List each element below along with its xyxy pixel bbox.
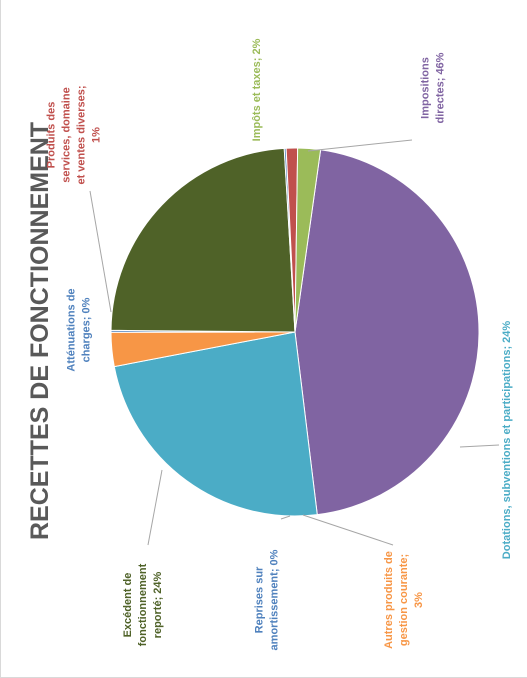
- leader-lines: [89, 139, 500, 546]
- slice-label-line: Autres produits de: [383, 551, 395, 649]
- slice-label-line: services, domaine: [61, 87, 73, 182]
- slice-label-line: amortissement; 0%: [269, 549, 281, 650]
- leader-line: [280, 515, 291, 520]
- slice-label-line: reporté; 24%: [152, 571, 164, 638]
- slice-label-line: charges; 0%: [81, 297, 93, 362]
- slice-label-line: fonctionnement: [137, 563, 149, 646]
- slice-label-line: directes; 46%: [435, 52, 447, 123]
- slice-label-line: Produits des: [46, 102, 58, 169]
- slice-label: Produits des services, domaine et ventes d…: [46, 85, 103, 184]
- leader-line: [89, 190, 112, 313]
- chart-title: RECETTES DE FONCTIONNEMENT: [26, 122, 54, 540]
- leader-line: [302, 514, 394, 546]
- slice-label: Dotations, subventions et participations…: [501, 321, 513, 560]
- slice-label-line: Reprises sur: [254, 566, 266, 633]
- slice-label: Impôts et taxes; 2%: [251, 38, 263, 141]
- pie-slice: [110, 147, 296, 333]
- slice-label: Impositions directes; 46%: [420, 52, 447, 123]
- slice-label-line: Dotations, subventions et participations…: [501, 321, 513, 560]
- slice-label-line: 1%: [91, 127, 103, 143]
- slice-label-line: Atténuations de: [66, 288, 78, 371]
- slice-label-line: Impôts et taxes; 2%: [251, 38, 263, 141]
- pie-slices: [110, 147, 480, 517]
- pie-slice: [113, 331, 318, 517]
- slice-label-line: 3%: [413, 592, 425, 608]
- slice-labels: Impositions directes; 46% Dotations, subve…: [46, 38, 514, 650]
- pie-slice: [294, 149, 480, 516]
- leader-line: [459, 444, 500, 448]
- slice-label-line: Impositions: [420, 57, 432, 119]
- leader-line: [307, 139, 413, 152]
- slice-label-line: Excédent de: [122, 573, 134, 638]
- slice-label: Autres produits de gestion courante; 3%: [383, 551, 425, 649]
- slice-label: Atténuations de charges; 0%: [66, 288, 93, 371]
- slice-label-line: gestion courante;: [398, 554, 410, 646]
- slice-label: Excédent de fonctionnement reporté; 24%: [122, 563, 164, 646]
- slice-label: Reprises sur amortissement; 0%: [254, 549, 281, 650]
- slice-label-line: et ventes diverses;: [76, 85, 88, 184]
- leader-line: [147, 469, 163, 546]
